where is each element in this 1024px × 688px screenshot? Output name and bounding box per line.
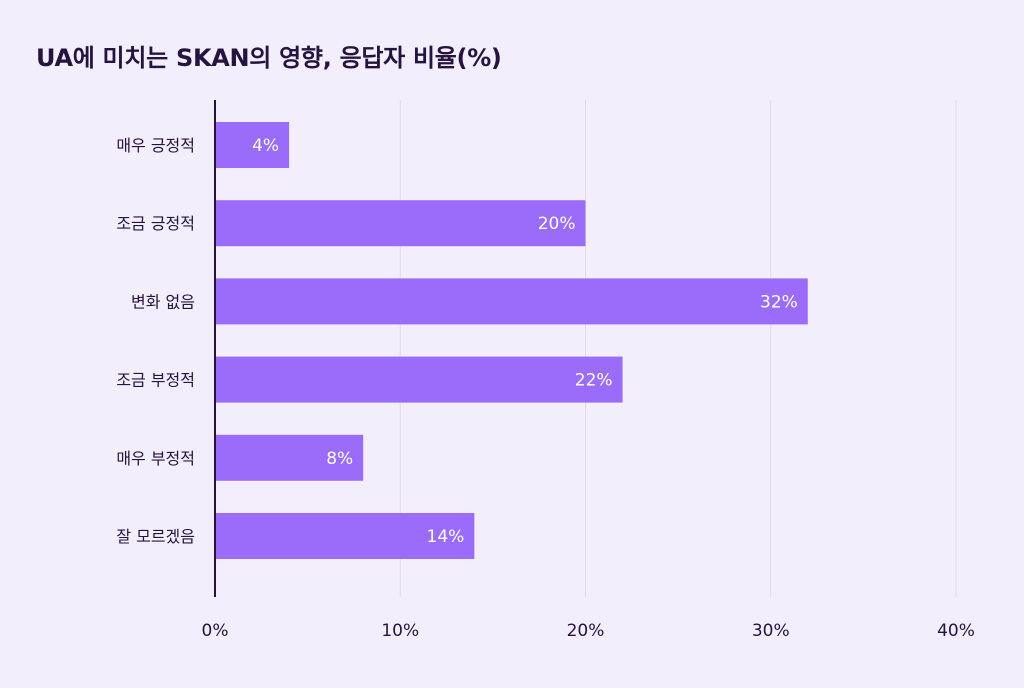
bar xyxy=(215,278,808,325)
x-tick-label: 20% xyxy=(567,621,605,641)
labels: 0% 10% 20% 30% 40% 4% 매우 긍정적 20% 조금 긍정적 32% 변화 없음 2… xyxy=(116,136,975,641)
data-label: 20% xyxy=(538,214,576,234)
bar xyxy=(215,434,364,481)
bar xyxy=(215,356,623,403)
x-tick-label: 30% xyxy=(752,621,790,641)
data-label: 14% xyxy=(427,527,465,547)
category-label: 조금 긍정적 xyxy=(116,214,195,233)
category-label: 매우 부정적 xyxy=(116,449,195,468)
data-label: 22% xyxy=(575,371,613,391)
category-label: 변화 없음 xyxy=(131,292,195,311)
bar xyxy=(215,200,586,247)
category-label: 조금 부정적 xyxy=(116,371,195,390)
data-label: 32% xyxy=(760,292,798,312)
bar xyxy=(215,513,475,559)
x-tick-label: 40% xyxy=(937,621,975,641)
bars xyxy=(215,122,808,559)
data-label: 4% xyxy=(252,136,279,156)
chart-title: UA에 미치는 SKAN의 영향, 응답자 비율(%) xyxy=(36,44,502,72)
x-tick-label: 0% xyxy=(202,621,229,641)
bar xyxy=(215,122,290,168)
gridlines xyxy=(399,100,957,597)
category-label: 매우 긍정적 xyxy=(116,136,195,155)
category-label: 잘 모르겠음 xyxy=(116,527,195,546)
data-label: 8% xyxy=(326,449,353,469)
x-tick-label: 10% xyxy=(381,621,419,641)
